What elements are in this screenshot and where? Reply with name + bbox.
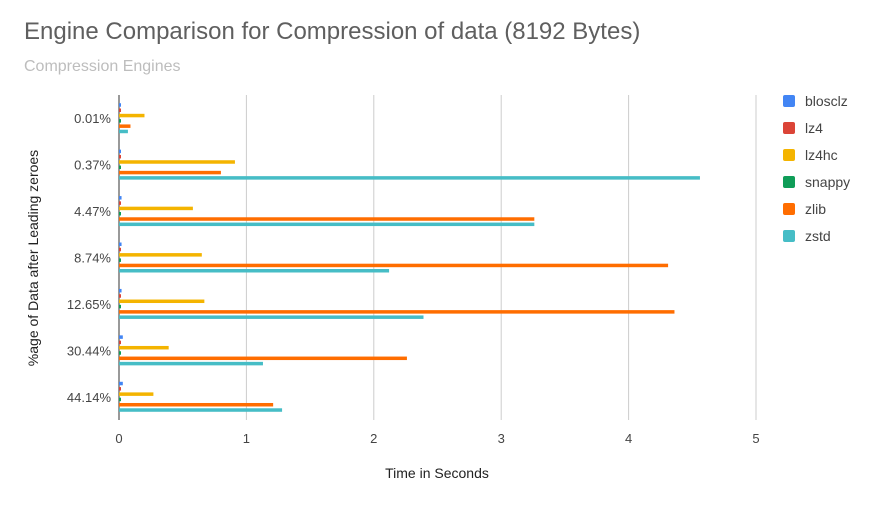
legend-item-zstd: zstd xyxy=(783,227,850,245)
bar-zlib xyxy=(119,170,221,175)
bar-snappy xyxy=(119,211,121,216)
y-tick-label: 30.44% xyxy=(67,343,112,358)
legend-item-lz4: lz4 xyxy=(783,119,850,137)
bar-snappy xyxy=(119,304,121,309)
y-tick-label: 8.74% xyxy=(74,251,111,266)
bar-zstd xyxy=(119,408,283,412)
bar-zstd xyxy=(119,269,390,273)
bar-zlib xyxy=(119,217,535,221)
bar-zstd xyxy=(119,361,263,366)
bar-snappy xyxy=(119,397,121,402)
bar-blosclz xyxy=(119,381,123,386)
legend-item-snappy: snappy xyxy=(783,173,850,191)
x-tick-label: 4 xyxy=(625,431,632,446)
bar-snappy xyxy=(119,119,121,123)
bar-lz4 xyxy=(119,154,121,159)
legend-label: lz4hc xyxy=(805,147,838,163)
bar-zstd xyxy=(119,222,535,227)
bar-lz4hc xyxy=(119,253,202,257)
bar-blosclz xyxy=(119,149,121,154)
bar-zstd xyxy=(119,176,700,180)
bar-lz4hc xyxy=(119,299,205,304)
x-axis-title: Time in Seconds xyxy=(385,465,489,481)
legend-swatch xyxy=(783,230,795,242)
legend-label: lz4 xyxy=(805,120,823,136)
y-axis-title: %age of Data after Leading zeroes xyxy=(25,150,41,366)
bar-zstd xyxy=(119,129,128,134)
legend-label: blosclz xyxy=(805,93,848,109)
bar-snappy xyxy=(119,351,121,355)
bar-blosclz xyxy=(119,103,121,107)
bar-lz4hc xyxy=(119,345,169,350)
y-tick-label: 4.47% xyxy=(74,204,111,219)
bar-blosclz xyxy=(119,196,122,200)
bar-zlib xyxy=(119,356,407,361)
bar-zlib xyxy=(119,124,131,128)
bar-blosclz xyxy=(119,242,122,246)
x-tick-label: 0 xyxy=(115,431,122,446)
legend-swatch xyxy=(783,122,795,134)
legend-item-blosclz: blosclz xyxy=(783,92,850,110)
bar-lz4hc xyxy=(119,206,193,211)
bar-snappy xyxy=(119,258,121,262)
bar-lz4 xyxy=(119,294,121,298)
bar-lz4 xyxy=(119,247,121,252)
y-tick-label: 44.14% xyxy=(67,390,112,405)
legend-label: zlib xyxy=(805,201,827,217)
legend-swatch xyxy=(783,176,795,188)
legend-label: zstd xyxy=(805,228,831,244)
bar-blosclz xyxy=(119,335,123,339)
legend-label: snappy xyxy=(805,174,851,190)
x-tick-label: 2 xyxy=(370,431,377,446)
bar-lz4hc xyxy=(119,160,235,164)
x-tick-label: 3 xyxy=(498,431,505,446)
legend-swatch xyxy=(783,203,795,215)
bar-zlib xyxy=(119,402,274,407)
legend-item-lz4hc: lz4hc xyxy=(783,146,850,164)
chart-title: Engine Comparison for Compression of dat… xyxy=(24,18,641,45)
legend-item-zlib: zlib xyxy=(783,200,850,218)
bar-snappy xyxy=(119,165,121,170)
bar-lz4 xyxy=(119,340,121,345)
legend-swatch xyxy=(783,149,795,161)
legend: blosclz lz4 lz4hc snappy zlib zstd xyxy=(783,92,850,254)
bar-lz4 xyxy=(119,201,121,205)
bar-lz4 xyxy=(119,108,121,113)
bar-zstd xyxy=(119,315,424,319)
y-tick-label: 12.65% xyxy=(67,297,112,312)
legend-swatch xyxy=(783,95,795,107)
bar-zlib xyxy=(119,310,675,314)
y-tick-label: 0.37% xyxy=(74,158,111,173)
bar-lz4hc xyxy=(119,392,154,396)
x-tick-label: 5 xyxy=(752,431,759,446)
chart-subtitle: Compression Engines xyxy=(24,58,181,75)
bar-lz4 xyxy=(119,387,121,391)
y-tick-label: 0.01% xyxy=(74,111,111,126)
x-tick-label: 1 xyxy=(243,431,250,446)
bar-zlib xyxy=(119,263,669,268)
bar-lz4hc xyxy=(119,113,145,118)
bar-blosclz xyxy=(119,288,122,293)
